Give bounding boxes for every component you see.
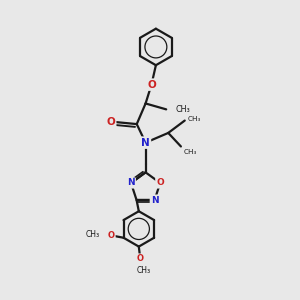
Text: CH₃: CH₃: [136, 266, 150, 274]
Text: N: N: [141, 138, 150, 148]
Text: N: N: [151, 196, 158, 205]
Text: O: O: [147, 80, 156, 90]
Text: CH₃: CH₃: [175, 105, 190, 114]
Text: CH₃: CH₃: [188, 116, 201, 122]
Text: O: O: [137, 254, 144, 263]
Text: O: O: [106, 117, 115, 127]
Text: CH₃: CH₃: [86, 230, 100, 239]
Text: O: O: [156, 178, 164, 188]
Text: N: N: [127, 178, 135, 188]
Text: O: O: [108, 231, 115, 240]
Text: CH₃: CH₃: [184, 149, 197, 155]
